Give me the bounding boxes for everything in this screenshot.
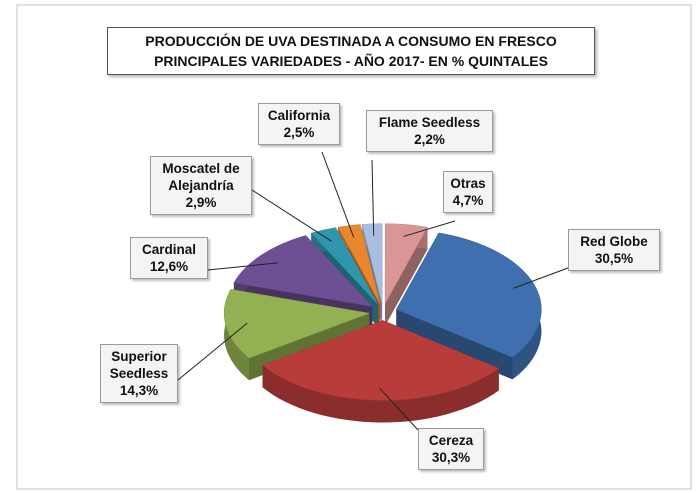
leader-line	[177, 322, 248, 381]
chart-border	[16, 4, 692, 490]
label-value: 30,5%	[594, 251, 634, 266]
slice-top	[310, 227, 378, 305]
label-value: 2,2%	[414, 132, 445, 147]
leader-line	[371, 159, 375, 236]
label-value: 4,7%	[452, 193, 484, 208]
label-name: Moscatel de Alejandría	[162, 161, 240, 193]
label-name: California	[267, 108, 331, 123]
data-label: Cereza 30,3%	[418, 428, 484, 470]
leader-line	[403, 220, 456, 237]
data-label: California 2,5%	[258, 103, 340, 145]
label-value: 14,3%	[119, 383, 159, 398]
label-name: Red Globe	[580, 234, 648, 249]
label-name: Cereza	[428, 433, 474, 448]
label-name: Flame Seedless	[378, 115, 481, 130]
slice	[395, 232, 542, 380]
label-name: Otras	[450, 176, 486, 191]
chart-subtitle: PRINCIPALES VARIEDADES - AÑO 2017- EN % …	[154, 53, 548, 69]
slice-side	[224, 289, 250, 381]
title-box: PRODUCCIÓN DE UVA DESTINADA A CONSUMO EN…	[107, 27, 595, 75]
chart-title: PRODUCCIÓN DE UVA DESTINADA A CONSUMO EN…	[145, 33, 557, 49]
slice-wall	[385, 227, 428, 326]
data-label: Red Globe 30,5%	[568, 229, 660, 271]
data-label: Flame Seedless 2,2%	[366, 110, 493, 152]
slice-side	[262, 365, 499, 423]
data-label: Otras 4,7%	[443, 171, 493, 213]
slice-top	[395, 232, 542, 358]
slice	[262, 320, 500, 423]
data-label: Cardinal 12,6%	[130, 237, 208, 279]
slice-top	[223, 289, 371, 359]
label-value: 12,6%	[149, 259, 189, 274]
slice	[384, 223, 428, 326]
label-name: Cardinal	[141, 242, 196, 257]
leader-line	[379, 388, 419, 431]
slice-top	[361, 223, 383, 304]
label-value: 2,5%	[283, 125, 315, 140]
leader-line	[207, 262, 278, 271]
leader-line	[251, 189, 332, 242]
label-value: 2,9%	[185, 195, 217, 210]
slice-top	[262, 320, 500, 401]
slice-top	[233, 235, 373, 307]
leader-line	[513, 267, 569, 289]
data-label: Superior Seedless 14,3%	[100, 344, 178, 403]
slice-top	[384, 223, 428, 304]
leader-line	[321, 151, 355, 238]
data-label: Moscatel de Alejandría 2,9%	[150, 156, 252, 215]
label-value: 30,3%	[431, 450, 471, 465]
label-name: Superior Seedless	[109, 349, 169, 381]
